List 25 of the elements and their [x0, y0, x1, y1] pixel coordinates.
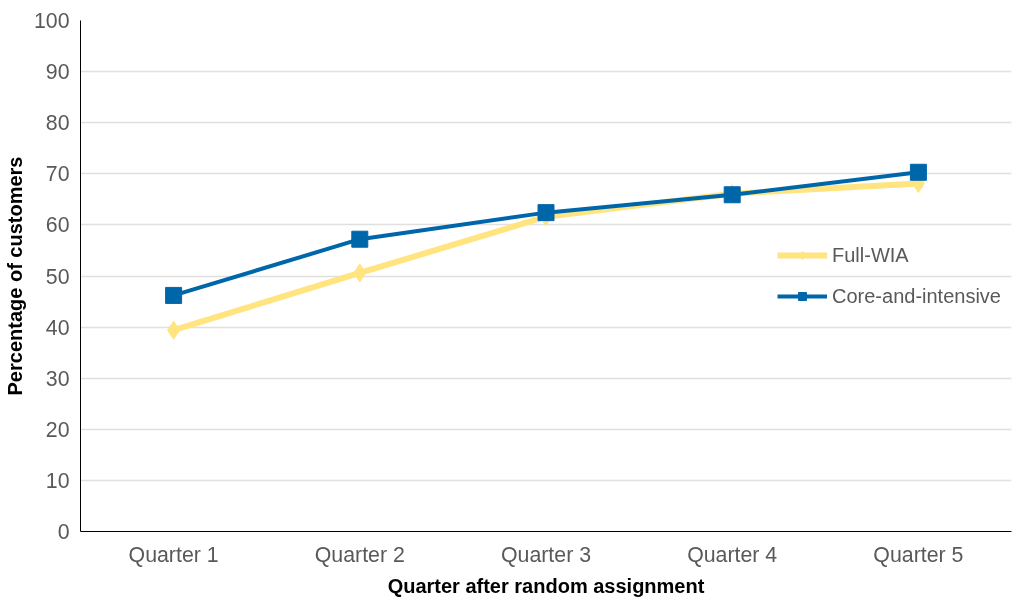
x-axis-title: Quarter after random assignment	[387, 574, 705, 597]
y-tick-label: 10	[45, 468, 70, 493]
legend-label: Full-WIA	[832, 243, 909, 267]
y-tick-label: 20	[45, 417, 70, 442]
x-tick-label: Quarter 4	[687, 542, 778, 567]
y-tick-label: 40	[45, 315, 70, 340]
y-tick-label: 0	[57, 520, 70, 544]
x-tick-label: Quarter 3	[500, 542, 592, 567]
y-tick-label: 80	[45, 111, 70, 136]
y-tick-label: 90	[45, 60, 70, 85]
y-tick-label: 50	[45, 264, 70, 289]
point	[351, 230, 369, 248]
y-axis-title: Percentage of customers	[3, 156, 26, 396]
x-tick-label: Quarter 1	[128, 542, 219, 567]
y-tick-label: 100	[33, 9, 70, 33]
legend-label: Core-and-intensive	[832, 284, 1001, 308]
point	[165, 286, 183, 304]
y-tick-label: 60	[45, 213, 70, 238]
x-tick-label: Quarter 2	[314, 542, 405, 567]
point	[167, 320, 181, 340]
point	[909, 163, 927, 181]
point	[353, 263, 367, 283]
y-tick-label: 30	[45, 366, 70, 391]
y-tick-label: 70	[45, 162, 70, 187]
x-tick-label: Quarter 5	[873, 542, 964, 567]
